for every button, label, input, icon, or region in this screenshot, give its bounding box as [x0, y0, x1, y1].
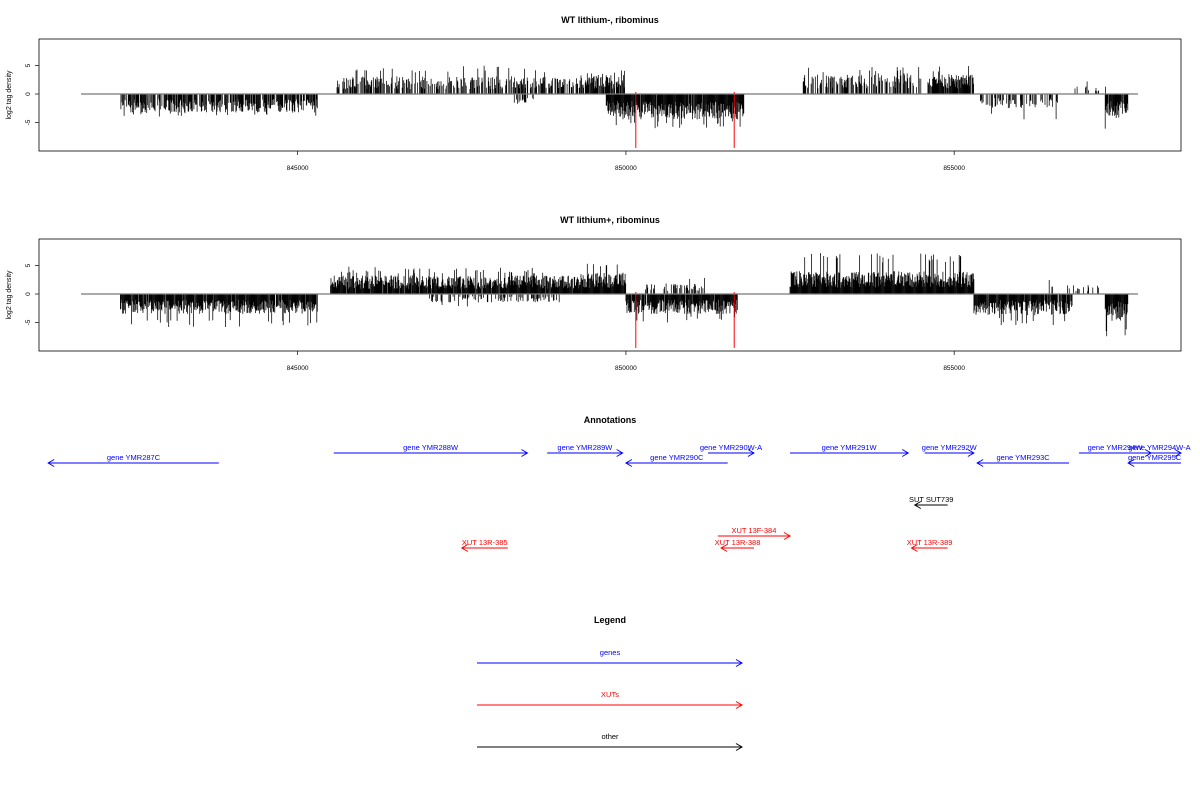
- feature-label: gene YMR293C: [996, 453, 1050, 462]
- strand-arrowhead: [1174, 449, 1182, 457]
- annotation-feature: gene YMR288W: [333, 443, 529, 457]
- strand-arrowhead: [976, 459, 984, 467]
- legend-label: genes: [600, 648, 621, 657]
- feature-label: gene YMR291W: [822, 443, 878, 452]
- annotation-feature: SUT SUT739: [909, 495, 953, 509]
- y-tick-label: 5: [25, 263, 32, 267]
- feature-label: gene YMR292W: [922, 443, 978, 452]
- track-panel-lithium-plus: WT lithium+, ribominus log2 tag density …: [6, 215, 1182, 372]
- legend-item: genes: [477, 648, 743, 667]
- feature-label: gene YMR287C: [107, 453, 161, 462]
- bars-group: [81, 253, 1138, 348]
- strand-arrowhead: [720, 544, 728, 552]
- y-tick-label: -5: [25, 319, 32, 325]
- feature-label: XUT 13F-384: [731, 526, 776, 535]
- feature-label: XUT 13R-385: [462, 538, 508, 547]
- strand-arrowhead: [616, 449, 624, 457]
- strand-arrowhead: [460, 544, 469, 552]
- x-tick-label: 845000: [287, 365, 309, 372]
- strand-arrowhead: [47, 459, 55, 467]
- strand-arrowhead: [624, 459, 633, 467]
- feature-label: XUT 13R-389: [907, 538, 953, 547]
- annotation-feature: gene YMR289W: [547, 443, 624, 457]
- annotation-feature: gene YMR290C: [624, 453, 728, 467]
- feature-label: gene YMR288W: [403, 443, 459, 452]
- x-tick-label: 850000: [615, 165, 637, 172]
- y-tick-label: 0: [25, 292, 32, 296]
- feature-label: gene YMR289W: [557, 443, 613, 452]
- x-tick-label: 855000: [943, 165, 965, 172]
- legend-item: XUTs: [477, 690, 743, 709]
- strand-arrowhead: [910, 544, 918, 552]
- annotation-feature: gene YMR295C: [1127, 453, 1182, 467]
- strand-arrowhead: [967, 449, 975, 457]
- feature-label: gene YMR294W-A: [1128, 443, 1190, 452]
- annotation-feature: gene YMR290W-A: [700, 443, 762, 457]
- annotation-feature: XUT 13R-385: [460, 538, 508, 552]
- annotation-feature: gene YMR287C: [47, 453, 219, 467]
- feature-label: gene YMR290W-A: [700, 443, 762, 452]
- x-tick-label: 845000: [287, 165, 309, 172]
- legend-items: genes XUTs other: [477, 648, 743, 751]
- y-axis-label: log2 tag density: [6, 70, 13, 120]
- y-tick-label: 0: [25, 92, 32, 96]
- annotation-feature: gene YMR293C: [976, 453, 1070, 467]
- feature-label: gene YMR294W: [1088, 443, 1144, 452]
- y-axis-label: log2 tag density: [6, 270, 13, 320]
- y-tick-label: 5: [25, 63, 32, 67]
- track-title: WT lithium-, ribominus: [561, 15, 659, 25]
- annotation-feature: gene YMR291W: [790, 443, 910, 457]
- annotation-feature: gene YMR294W-A: [1128, 443, 1191, 457]
- legend-title: Legend: [594, 615, 626, 625]
- feature-label: gene YMR290C: [650, 453, 704, 462]
- strand-arrowhead: [783, 532, 792, 540]
- strand-arrowhead: [913, 501, 922, 509]
- axis-ticks: 845000 850000 855000 -5 0 5: [25, 263, 965, 372]
- plot-frame: [38, 38, 1182, 152]
- track-panel-lithium-minus: WT lithium-, ribominus log2 tag density …: [6, 15, 1182, 172]
- legend-item: other: [477, 732, 743, 751]
- annotation-feature: XUT 13F-384: [717, 526, 792, 540]
- legend-arrowhead: [735, 743, 743, 751]
- bars-group: [81, 65, 1138, 148]
- annotation-feature: gene YMR292W: [922, 443, 978, 457]
- feature-label: gene YMR295C: [1128, 453, 1182, 462]
- legend-label: XUTs: [601, 690, 619, 699]
- annotations-title: Annotations: [584, 415, 637, 425]
- strand-arrowhead: [521, 449, 529, 457]
- strand-arrowhead: [747, 449, 755, 457]
- y-tick-label: -5: [25, 119, 32, 125]
- strand-arrowhead: [1127, 459, 1135, 467]
- plot-frame: [38, 238, 1182, 352]
- annotation-feature: XUT 13R-388: [715, 538, 761, 552]
- legend-panel: Legend genes XUTs other: [477, 615, 743, 751]
- feature-label: XUT 13R-388: [715, 538, 761, 547]
- legend-arrowhead: [735, 659, 743, 667]
- strand-arrowhead: [901, 449, 910, 457]
- legend-arrowhead: [735, 701, 743, 709]
- axis-ticks: 845000 850000 855000 -5 0 5: [25, 63, 965, 172]
- legend-label: other: [601, 732, 619, 741]
- x-tick-label: 850000: [615, 365, 637, 372]
- annotation-feature: XUT 13R-389: [907, 538, 953, 552]
- track-title: WT lithium+, ribominus: [560, 215, 660, 225]
- feature-label: SUT SUT739: [909, 495, 953, 504]
- annotation-features: gene YMR287C gene YMR288W gene YMR289W gene…: [47, 443, 1191, 552]
- x-tick-label: 855000: [943, 365, 965, 372]
